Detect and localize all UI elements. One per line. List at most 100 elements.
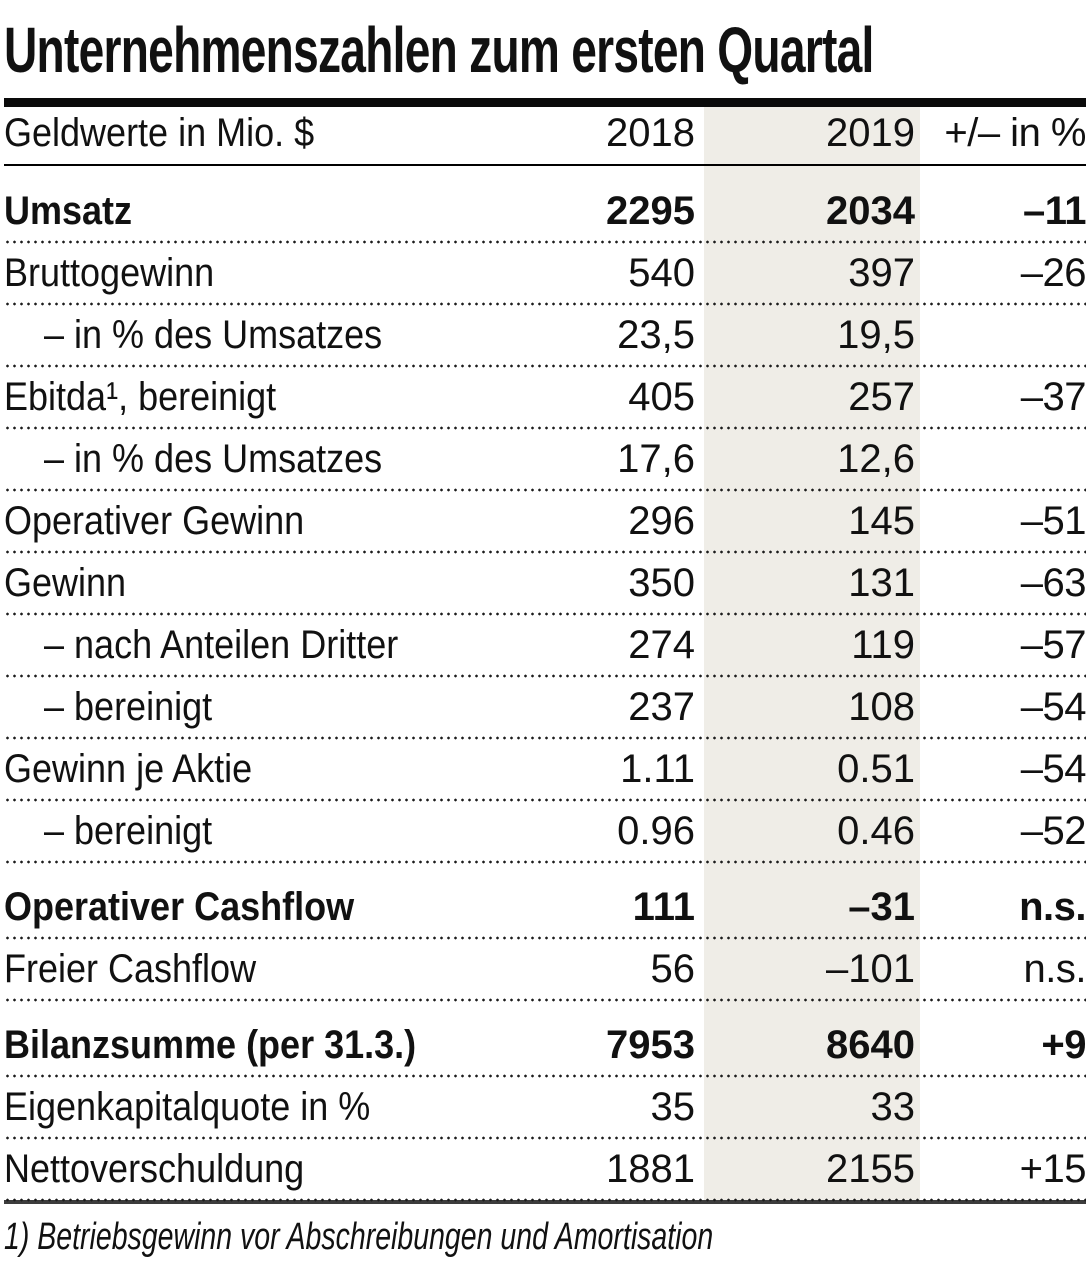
value-2018: 0.96 <box>617 808 695 853</box>
value-change: n.s. <box>1023 946 1087 991</box>
row-label-cell: Gewinn <box>4 561 480 606</box>
row-label-cell: Operativer Gewinn <box>4 499 480 544</box>
row-label-cell: – bereinigt <box>4 685 480 730</box>
row-label-cell: Nettoverschuldung <box>4 1147 480 1192</box>
page-title: Unternehmenszahlen zum ersten Quartal <box>4 14 874 86</box>
value-2018: 111 <box>632 884 695 929</box>
row-label: Ebitda¹, bereinigt <box>4 374 277 419</box>
value-2019: 0.51 <box>837 746 915 791</box>
value-2018: 274 <box>628 622 695 667</box>
row-label-cell: Ebitda¹, bereinigt <box>4 375 480 420</box>
value-2018: 1.11 <box>620 746 695 791</box>
value-change: +9 <box>1041 1022 1086 1067</box>
row-label: – in % des Umsatzes <box>44 312 383 357</box>
column-header-2019: 2019 <box>826 111 915 155</box>
value-change: –11 <box>1022 188 1087 233</box>
column-header-2018: 2018 <box>606 111 695 155</box>
table-row: Operativer Cashflow 111 –31 n.s. <box>4 862 1087 940</box>
table-row: Nettoverschuldung 1881 2155 +15 <box>4 1138 1087 1202</box>
value-2019: 19,5 <box>837 312 915 357</box>
value-2018: 237 <box>628 684 695 729</box>
value-change: –54 <box>1020 746 1087 791</box>
value-change: –63 <box>1020 560 1087 605</box>
table-row: – in % des Umsatzes 17,6 12,6 <box>4 428 1086 492</box>
value-2019: 8640 <box>826 1022 915 1067</box>
row-label-cell: Bruttogewinn <box>4 251 480 296</box>
row-label: Bilanzsumme (per 31.3.) <box>4 1022 417 1067</box>
row-label-cell: – in % des Umsatzes <box>4 313 480 358</box>
value-2019: 257 <box>848 374 915 419</box>
table-row: Ebitda¹, bereinigt 405 257 –37 <box>4 366 1087 430</box>
value-2019: –101 <box>826 946 915 991</box>
row-label: Operativer Gewinn <box>4 498 305 543</box>
value-2018: 350 <box>628 560 695 605</box>
value-change: n.s. <box>1019 884 1086 929</box>
table-header-row: Geldwerte in Mio. $ 2018 2019 +/– in % <box>4 107 1087 166</box>
row-label: Bruttogewinn <box>4 250 215 295</box>
row-label: Operativer Cashflow <box>4 884 355 929</box>
value-2019: 0.46 <box>837 808 915 853</box>
financial-table: Geldwerte in Mio. $ 2018 2019 +/– in % U… <box>4 107 1087 1204</box>
table-row: Umsatz 2295 2034 –11 <box>4 166 1087 244</box>
table-row: – nach Anteilen Dritter 274 119 –57 <box>4 614 1087 678</box>
table-row: Bruttogewinn 540 397 –26 <box>4 242 1087 306</box>
row-label: Nettoverschuldung <box>4 1146 305 1191</box>
row-label-cell: – in % des Umsatzes <box>4 437 480 482</box>
table-row: – bereinigt 237 108 –54 <box>4 676 1087 740</box>
column-header-change: +/– in % <box>944 111 1086 155</box>
value-2019: 33 <box>870 1084 916 1129</box>
table-row: – bereinigt 0.96 0.46 –52 <box>4 800 1087 864</box>
row-label-cell: Freier Cashflow <box>4 947 480 992</box>
footnote: 1) Betriebsgewinn vor Abschreibungen und… <box>4 1216 714 1258</box>
value-2019: 12,6 <box>837 436 915 481</box>
row-label: Eigenkapitalquote in % <box>4 1084 371 1129</box>
row-label: Gewinn <box>4 560 127 605</box>
value-2018: 35 <box>650 1084 696 1129</box>
title-rule <box>4 98 1086 107</box>
row-label-cell: – nach Anteilen Dritter <box>4 623 480 668</box>
table-body: Umsatz 2295 2034 –11 Bruttogewinn 540 39… <box>4 166 1087 1202</box>
row-label-cell: Gewinn je Aktie <box>4 747 480 792</box>
value-2019: –31 <box>848 884 915 929</box>
row-label: – bereinigt <box>44 808 213 853</box>
value-2019: 119 <box>851 622 915 667</box>
row-label: Gewinn je Aktie <box>4 746 253 791</box>
value-2018: 56 <box>650 946 696 991</box>
value-2019: 108 <box>848 684 915 729</box>
value-change: –37 <box>1020 374 1087 419</box>
row-label: – bereinigt <box>44 684 213 729</box>
value-change: –52 <box>1020 808 1087 853</box>
row-label: Umsatz <box>4 188 133 233</box>
table-row: Gewinn 350 131 –63 <box>4 552 1087 616</box>
table-row: Gewinn je Aktie 1.11 0.51 –54 <box>4 738 1087 802</box>
table-row: Bilanzsumme (per 31.3.) 7953 8640 +9 <box>4 1000 1087 1078</box>
row-label-cell: Bilanzsumme (per 31.3.) <box>4 1023 480 1068</box>
row-label: – nach Anteilen Dritter <box>44 622 399 667</box>
table-row: – in % des Umsatzes 23,5 19,5 <box>4 304 1086 368</box>
value-2018: 1881 <box>606 1146 695 1191</box>
column-header-metric: Geldwerte in Mio. $ <box>4 111 315 155</box>
row-label: Freier Cashflow <box>4 946 257 991</box>
value-2019: 2034 <box>826 188 915 233</box>
value-2019: 131 <box>848 560 915 605</box>
value-change: –54 <box>1020 684 1087 729</box>
value-2018: 405 <box>628 374 695 419</box>
table-row: Freier Cashflow 56 –101 n.s. <box>4 938 1087 1002</box>
value-2018: 296 <box>628 498 695 543</box>
value-change: –51 <box>1020 498 1087 543</box>
value-2018: 7953 <box>606 1022 695 1067</box>
value-change: –26 <box>1020 250 1087 295</box>
row-label-cell: Operativer Cashflow <box>4 885 480 930</box>
row-label-cell: Eigenkapitalquote in % <box>4 1085 480 1130</box>
value-2019: 2155 <box>826 1146 915 1191</box>
value-2018: 17,6 <box>617 436 695 481</box>
table-row: Eigenkapitalquote in % 35 33 <box>4 1076 1086 1140</box>
value-2019: 145 <box>848 498 915 543</box>
table-row: Operativer Gewinn 296 145 –51 <box>4 490 1087 554</box>
value-change: –57 <box>1020 622 1087 667</box>
column-2019-highlight-band <box>704 107 920 1200</box>
row-label-cell: Umsatz <box>4 189 480 234</box>
value-change: +15 <box>1019 1146 1087 1191</box>
value-2018: 23,5 <box>617 312 695 357</box>
